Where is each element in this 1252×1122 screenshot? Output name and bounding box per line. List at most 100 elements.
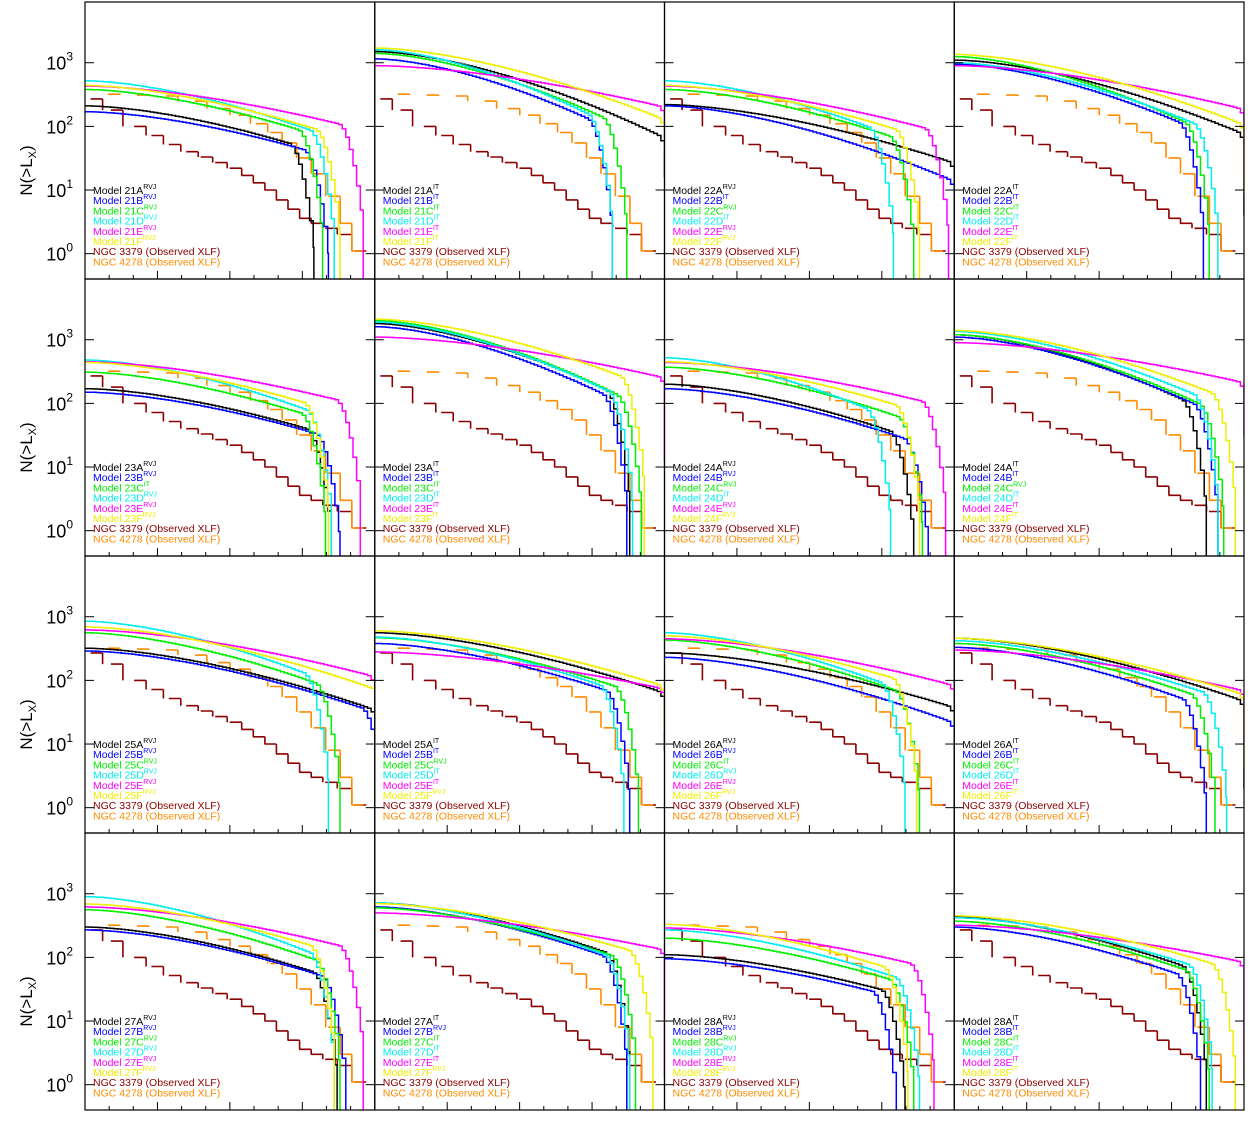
- legend-entry-ngc4278: NGC 4278 (Observed XLF): [93, 810, 220, 822]
- legend-entry-21C: Model 21CIT: [383, 204, 441, 217]
- legend-entry-28E: Model 28ERVJ: [673, 1056, 736, 1069]
- y-tick-label: 100: [46, 518, 73, 542]
- legend-entry-21C: Model 21CRVJ: [93, 204, 157, 217]
- legend-entry-27C: Model 27CRVJ: [93, 1035, 157, 1048]
- legend-entry-ngc4278: NGC 4278 (Observed XLF): [962, 533, 1089, 545]
- series-line-28B: [664, 958, 898, 1110]
- series-line-25E: [374, 651, 665, 706]
- legend-entry-25F: Model 25FRVJ: [93, 789, 156, 802]
- legend-entry-ngc4278: NGC 4278 (Observed XLF): [383, 256, 510, 268]
- series-line-26F: [954, 637, 1244, 770]
- legend-entry-ngc4278: NGC 4278 (Observed XLF): [673, 256, 800, 268]
- legend-entry-ngc4278: NGC 4278 (Observed XLF): [383, 810, 510, 822]
- legend-entry-28F: Model 28FRVJ: [673, 1066, 736, 1079]
- legend-entry-21F: Model 21FIT: [383, 235, 440, 248]
- legend-entry-ngc3379: NGC 3379 (Observed XLF): [383, 1077, 510, 1089]
- plot-area: [954, 915, 1244, 1110]
- series-line-25F: [85, 626, 375, 690]
- legend-entry-28D: Model 28DIT: [962, 1046, 1020, 1059]
- series-line-22C: [954, 55, 1210, 279]
- series-line-26D: [664, 632, 906, 833]
- series-line-21B: [374, 58, 614, 279]
- y-tick-label: 103: [46, 604, 73, 628]
- legend-entry-21B: Model 21BRVJ: [93, 194, 156, 207]
- legend-entry-23E: Model 23EIT: [383, 502, 440, 515]
- legend-entry-27E: Model 27EIT: [383, 1056, 440, 1069]
- series-line-23B: [85, 391, 341, 556]
- legend-entry-23F: Model 23FIT: [383, 512, 440, 525]
- legend-entry-25F: Model 25FRVJ: [383, 789, 446, 802]
- legend-entry-ngc3379: NGC 3379 (Observed XLF): [673, 800, 800, 812]
- y-tick-label: 101: [46, 177, 73, 201]
- legend-entry-ngc4278: NGC 4278 (Observed XLF): [93, 256, 220, 268]
- plot-area: [85, 359, 367, 556]
- legend-entry-27B: Model 27BRVJ: [383, 1025, 446, 1038]
- legend-entry-ngc4278: NGC 4278 (Observed XLF): [93, 533, 220, 545]
- series-line-24B: [954, 336, 1219, 556]
- series-line-24D: [954, 330, 1219, 556]
- legend-entry-27D: Model 27DIT: [383, 1046, 441, 1059]
- legend-entry-21E: Model 21EIT: [383, 225, 440, 238]
- legend-entry-24A: Model 24AIT: [962, 461, 1019, 474]
- plot-area: [374, 630, 665, 833]
- legend-entry-21E: Model 21ERVJ: [93, 225, 156, 238]
- plot-area: [664, 80, 955, 279]
- series-line-24B: [664, 387, 929, 556]
- legend-entry-23B: Model 23BRVJ: [93, 471, 156, 484]
- series-line-24F: [664, 361, 921, 556]
- legend-entry-26B: Model 26BRVJ: [673, 748, 736, 761]
- plot-area: [85, 80, 367, 279]
- legend-entry-24E: Model 24ERVJ: [673, 502, 736, 515]
- legend-entry-24A: Model 24ARVJ: [673, 461, 736, 474]
- legend-entry-21A: Model 21AIT: [383, 184, 440, 197]
- plot-area: [954, 329, 1244, 556]
- series-line-26F: [664, 635, 918, 833]
- y-tick-label: 101: [46, 454, 73, 478]
- series-line-23F: [374, 318, 645, 556]
- observed-xlf-ngc4278: [397, 370, 654, 529]
- legend-entry-ngc4278: NGC 4278 (Observed XLF): [962, 256, 1089, 268]
- y-axis-label: N(>LX): [17, 976, 39, 1026]
- plot-area: [954, 53, 1244, 279]
- legend-entry-27F: Model 27FRVJ: [93, 1066, 156, 1079]
- legend-entry-26A: Model 26AIT: [962, 738, 1019, 751]
- legend-entry-23D: Model 23DIT: [383, 492, 441, 505]
- y-axis-label: N(>LX): [17, 145, 39, 195]
- y-tick-label: 100: [46, 1072, 73, 1096]
- legend-entry-22F: Model 22FIT: [962, 235, 1019, 248]
- legend-entry-24D: Model 24DIT: [673, 492, 731, 505]
- series-line-25F: [374, 630, 665, 731]
- y-tick-label: 102: [46, 113, 73, 137]
- series-line-26A: [664, 652, 955, 747]
- legend-entry-21A: Model 21ARVJ: [93, 184, 156, 197]
- legend-entry-ngc3379: NGC 3379 (Observed XLF): [962, 246, 1089, 258]
- legend-entry-26F: Model 26FIT: [962, 789, 1019, 802]
- legend-entry-ngc4278: NGC 4278 (Observed XLF): [673, 1087, 800, 1099]
- series-line-26E: [664, 638, 955, 728]
- legend-entry-22D: Model 22DIT: [962, 215, 1020, 228]
- legend-entry-28D: Model 28DRVJ: [673, 1046, 737, 1059]
- legend-entry-25E: Model 25EIT: [383, 779, 440, 792]
- legend-entry-27B: Model 27BRVJ: [93, 1025, 156, 1038]
- legend-entry-27D: Model 27DRVJ: [93, 1046, 157, 1059]
- series-line-28E: [664, 927, 935, 1110]
- observed-xlf-ngc3379: [380, 652, 656, 806]
- series-line-27F: [85, 903, 335, 1110]
- legend-entry-25B: Model 25BRVJ: [93, 748, 156, 761]
- legend-entry-26C: Model 26CIT: [962, 758, 1020, 771]
- observed-xlf-ngc4278: [397, 93, 654, 252]
- series-line-23E: [85, 361, 362, 556]
- series-line-26E: [954, 649, 1244, 744]
- legend-entry-21F: Model 21FRVJ: [93, 235, 156, 248]
- series-line-28A: [664, 953, 906, 1110]
